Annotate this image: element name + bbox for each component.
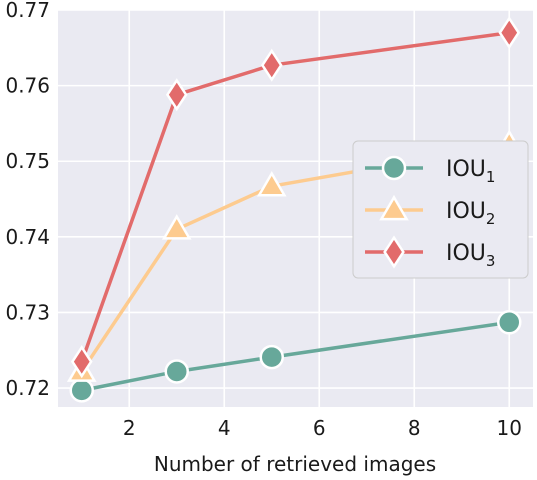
data-point — [161, 214, 192, 240]
data-point — [69, 378, 94, 403]
data-point — [70, 345, 93, 379]
legend-label-subscript: 1 — [486, 168, 496, 186]
y-tick-label: 0.74 — [5, 225, 50, 249]
y-tick-labels: 0.72 0.73 0.74 0.75 0.76 0.77 — [5, 0, 50, 400]
series-iou3 — [70, 16, 521, 379]
x-tick-label: 6 — [313, 416, 326, 440]
legend-label: IOU3 — [446, 241, 495, 270]
data-point — [164, 359, 189, 384]
legend-label-subscript: 3 — [486, 252, 496, 270]
legend-label: IOU2 — [446, 199, 495, 228]
x-tick-label: 8 — [408, 416, 421, 440]
y-tick-label: 0.77 — [5, 0, 50, 22]
y-tick-label: 0.76 — [5, 74, 50, 98]
data-point — [256, 171, 287, 197]
data-point — [497, 310, 522, 335]
legend-marker — [383, 235, 405, 269]
y-tick-label: 0.72 — [5, 376, 50, 400]
series-line — [81, 320, 510, 393]
y-tick-label: 0.75 — [5, 149, 50, 173]
data-series — [66, 16, 525, 403]
data-point — [259, 344, 284, 370]
y-tick-label: 0.73 — [5, 300, 50, 324]
data-point — [165, 78, 188, 112]
x-axis-label: Number of retrieved images — [154, 452, 436, 476]
legend-item: IOU2 — [365, 194, 495, 228]
x-tick-label: 4 — [218, 416, 231, 440]
legend-label-name: IOU — [446, 199, 486, 224]
data-point — [498, 16, 521, 50]
legend-item: IOU1 — [365, 155, 495, 186]
legend-marker — [381, 155, 407, 181]
legend-marker — [379, 194, 409, 221]
legend-label-name: IOU — [446, 157, 486, 182]
x-tick-labels: 2 4 6 8 10 — [123, 416, 522, 440]
legend-item: IOU3 — [365, 235, 495, 270]
legend-label-subscript: 2 — [486, 210, 496, 228]
legend-label-name: IOU — [446, 241, 486, 266]
series-line — [80, 30, 510, 363]
x-tick-label: 10 — [497, 416, 522, 440]
data-point — [260, 48, 283, 82]
legend-label: IOU1 — [446, 157, 495, 186]
x-tick-label: 2 — [123, 416, 136, 440]
